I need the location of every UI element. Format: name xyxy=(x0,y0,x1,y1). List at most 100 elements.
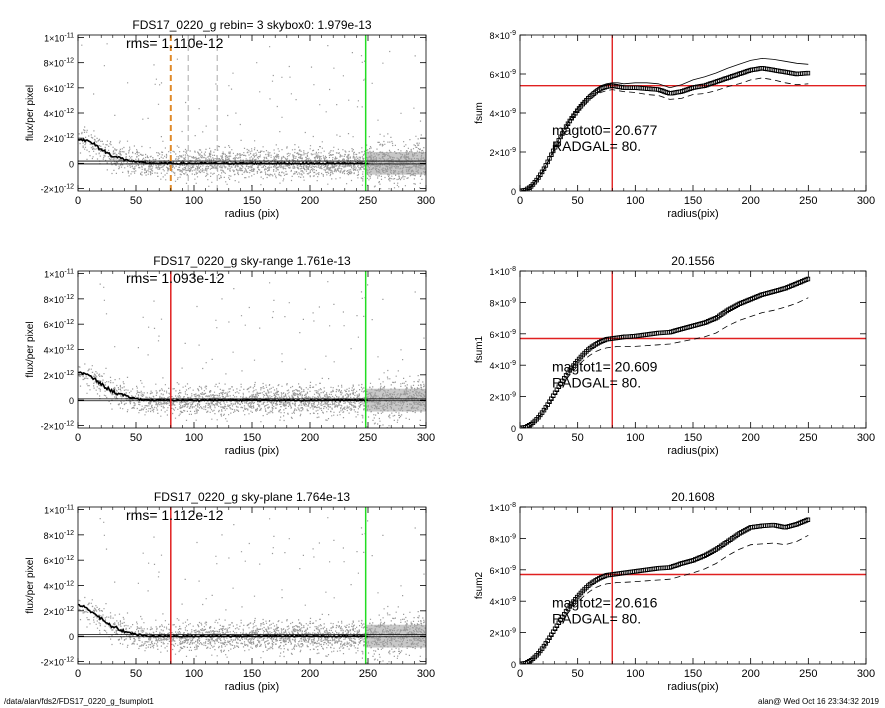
x-tick-label: 250 xyxy=(799,668,817,680)
y-tick-label: 0 xyxy=(69,396,74,406)
x-tick-label: 100 xyxy=(185,668,203,680)
x-tick-label: 300 xyxy=(417,668,435,680)
x-axis-label: radius (pix) xyxy=(225,208,279,220)
plot-area xyxy=(78,35,426,191)
x-tick-label: 50 xyxy=(130,432,142,444)
x-tick-label: 0 xyxy=(75,195,81,207)
scatter-band xyxy=(365,152,426,175)
x-tick-label: 0 xyxy=(75,668,81,680)
y-tick-label: -2×10-12 xyxy=(41,420,75,431)
plot-frame xyxy=(519,34,867,192)
y-tick-label: 6×10-9 xyxy=(489,69,516,80)
chart-title: FDS17_0220_g sky-range 1.761e-13 xyxy=(153,254,351,268)
fsum-envelope-line xyxy=(520,534,809,664)
x-tick-label: 250 xyxy=(359,195,377,207)
x-axis-label: radius(pix) xyxy=(667,681,718,693)
scatter-band xyxy=(365,624,426,648)
chart-title: 20.1608 xyxy=(671,490,715,504)
y-tick-label: 8×10-12 xyxy=(44,58,75,69)
x-tick-label: 50 xyxy=(572,668,584,680)
magtot-annotation: magtot0= 20.677 xyxy=(552,122,658,138)
y-tick-label: 2×10-12 xyxy=(44,606,75,617)
x-tick-label: 250 xyxy=(799,195,817,207)
footer-user-date: alan@ Wed Oct 16 23:34:32 2019 xyxy=(758,697,879,706)
x-axis-label: radius (pix) xyxy=(225,681,279,693)
x-axis-label: radius (pix) xyxy=(225,445,279,457)
x-tick-label: 150 xyxy=(684,432,702,444)
y-tick-label: 6×10-12 xyxy=(44,83,75,94)
y-axis-label: flux/per pixel xyxy=(25,85,36,141)
x-tick-label: 100 xyxy=(626,668,644,680)
x-tick-label: 200 xyxy=(301,668,319,680)
x-tick-label: 250 xyxy=(359,668,377,680)
x-tick-label: 250 xyxy=(359,432,377,444)
x-axis-label: radius(pix) xyxy=(667,445,718,457)
x-tick-label: 150 xyxy=(684,195,702,207)
x-tick-label: 200 xyxy=(741,195,759,207)
y-tick-label: -2×10-12 xyxy=(41,183,75,194)
y-tick-label: 8×10-9 xyxy=(489,30,516,41)
plot-area xyxy=(520,271,866,428)
y-tick-label: -2×10-12 xyxy=(41,656,75,667)
plot-area xyxy=(520,507,866,664)
y-tick-label: 4×10-12 xyxy=(44,581,75,592)
y-tick-label: 8×10-9 xyxy=(489,533,516,544)
y-tick-label: 4×10-12 xyxy=(44,108,75,119)
radgal-annotation: RADGAL= 80. xyxy=(552,374,641,390)
x-tick-label: 250 xyxy=(799,432,817,444)
rms-annotation: rms= 1.093e-12 xyxy=(126,270,225,286)
plot-area xyxy=(78,271,426,428)
y-tick-label: 8×10-12 xyxy=(44,530,75,541)
chart-panel-1: FDS17_0220_g rebin= 3 skybox0: 1.979e-13… xyxy=(25,18,435,220)
y-tick-label: 0 xyxy=(511,187,516,197)
y-tick-label: 2×10-9 xyxy=(489,628,516,639)
x-axis-label: radius(pix) xyxy=(667,208,718,220)
x-tick-label: 200 xyxy=(301,195,319,207)
y-axis-label: fsum xyxy=(474,102,485,124)
y-tick-label: 0 xyxy=(511,660,516,670)
x-tick-label: 300 xyxy=(417,195,435,207)
chart-panel-5: FDS17_0220_g sky-plane 1.764e-13 rms= 1.1… xyxy=(25,490,435,693)
rms-annotation: rms= 1.112e-12 xyxy=(126,507,224,523)
x-tick-label: 100 xyxy=(626,432,644,444)
x-tick-label: 200 xyxy=(301,432,319,444)
x-tick-label: 200 xyxy=(741,668,759,680)
y-tick-label: 6×10-12 xyxy=(44,319,75,330)
rms-annotation: rms= 1.110e-12 xyxy=(126,35,224,51)
y-tick-label: 2×10-12 xyxy=(44,370,75,381)
footer-path: /data/alan/fds2/FDS17_0220_g_fsumplot1 xyxy=(4,697,154,706)
y-tick-label: 4×10-12 xyxy=(44,345,75,356)
chart-title: FDS17_0220_g sky-plane 1.764e-13 xyxy=(154,490,350,504)
chart-title: FDS17_0220_g rebin= 3 skybox0: 1.979e-13 xyxy=(132,18,371,32)
y-axis-label: flux/per pixel xyxy=(25,321,36,377)
y-tick-label: 2×10-9 xyxy=(489,392,516,403)
y-tick-label: 8×10-12 xyxy=(44,294,75,305)
plot-area xyxy=(78,507,426,664)
magtot-annotation: magtot1= 20.609 xyxy=(552,358,658,374)
fsum-marker-series xyxy=(520,517,811,664)
profile-line xyxy=(78,138,369,166)
y-tick-label: 4×10-9 xyxy=(489,108,516,119)
radgal-annotation: RADGAL= 80. xyxy=(552,610,641,626)
x-tick-label: 0 xyxy=(75,432,81,444)
plot-frame xyxy=(519,270,867,429)
fsum-marker-series xyxy=(520,65,811,191)
x-tick-label: 50 xyxy=(572,195,584,207)
y-tick-label: 0 xyxy=(69,159,74,169)
chart-panel-3: FDS17_0220_g sky-range 1.761e-13 rms= 1.0… xyxy=(25,254,435,457)
x-tick-label: 50 xyxy=(130,668,142,680)
y-axis-label: flux/per pixel xyxy=(25,557,36,613)
y-tick-label: 1×10-11 xyxy=(44,33,74,44)
x-tick-label: 150 xyxy=(243,195,261,207)
magtot-annotation: magtot2= 20.616 xyxy=(552,594,658,610)
scatter-point xyxy=(78,516,426,664)
radgal-annotation: RADGAL= 80. xyxy=(552,138,641,154)
y-axis-label: fsum1 xyxy=(474,335,485,363)
y-tick-label: 0 xyxy=(511,424,516,434)
x-tick-label: 150 xyxy=(243,432,261,444)
x-tick-label: 300 xyxy=(857,195,875,207)
y-tick-label: 8×10-9 xyxy=(489,297,516,308)
chart-title: 20.1556 xyxy=(671,254,715,268)
